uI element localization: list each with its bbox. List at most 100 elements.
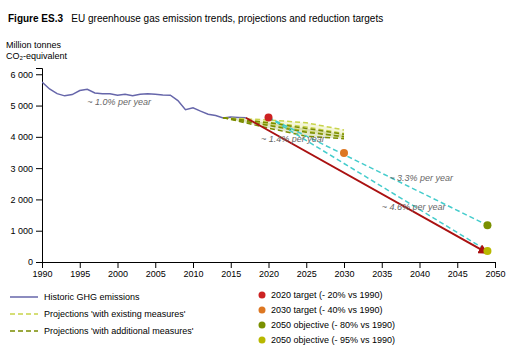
tick-label: 2000 xyxy=(108,269,128,279)
annotation: ~ 1.4% per year xyxy=(261,134,326,144)
y-axis-label: CO₂-equivalent xyxy=(6,51,68,61)
x-axis: 1990 1995 2000 2005 2010 2015 2020 2025 2030 2035… xyxy=(32,262,505,279)
tick-mark xyxy=(193,262,194,268)
point xyxy=(340,149,348,157)
annotation: ~ 1.0% per year xyxy=(87,97,152,107)
point xyxy=(483,247,491,255)
tick: 1 000 xyxy=(10,226,42,236)
tick-mark xyxy=(36,137,42,138)
y-axis: 0 1 000 2 000 3 000 4 000 5 000 6 000 xyxy=(10,69,42,268)
tick-mark xyxy=(495,262,496,268)
y-axis-label: Million tonnes xyxy=(6,40,62,50)
legend-item: 2050 objective (- 95% vs 1990) xyxy=(259,335,396,345)
tick: 2035 xyxy=(372,262,392,279)
arrow-line xyxy=(246,118,488,253)
tick-mark xyxy=(80,262,81,268)
legend-label: 2050 objective (- 95% vs 1990) xyxy=(271,335,395,345)
tick-label: 3 000 xyxy=(10,164,33,174)
legend-item: Historic GHG emissions xyxy=(10,292,140,302)
legend-swatch xyxy=(259,322,266,329)
tick-mark xyxy=(155,262,156,268)
tick: 6 000 xyxy=(10,70,42,80)
tick: 2030 xyxy=(334,262,354,279)
legend-label: 2050 objective (- 80% vs 1990) xyxy=(271,320,395,330)
tick-mark xyxy=(269,262,270,268)
tick: 2050 xyxy=(485,262,505,279)
tick-label: 5 000 xyxy=(10,101,33,111)
legend-item: Projections 'with additional measures' xyxy=(10,326,194,336)
tick: 2 000 xyxy=(10,195,42,205)
legend-item: 2030 target (- 40% vs 1990) xyxy=(259,305,383,315)
subtitle: EU greenhouse gas emission trends, proje… xyxy=(63,13,383,24)
tick-label: 2015 xyxy=(221,269,241,279)
annotation: ~ 3.3% per year xyxy=(389,173,454,183)
tick-label: 2010 xyxy=(183,269,203,279)
tick-mark xyxy=(36,199,42,200)
tick-label: 2030 xyxy=(334,269,354,279)
plot-area xyxy=(42,82,491,255)
chart: Figure ES.3 EU greenhouse gas emission t… xyxy=(0,0,509,350)
tick-label: 2025 xyxy=(297,269,317,279)
tick: 4 000 xyxy=(10,132,42,142)
tick: 2045 xyxy=(448,262,468,279)
legend-swatch xyxy=(259,307,266,314)
legend-swatch xyxy=(10,313,38,315)
legend-label: 2030 target (- 40% vs 1990) xyxy=(271,305,383,315)
legend-swatch xyxy=(259,337,266,344)
annotation: ~ 4.6% per year xyxy=(382,202,447,212)
annotations: ~ 1.0% per year ~ 1.4% per year ~ 3.3% per… xyxy=(87,97,454,212)
legend-label: Historic GHG emissions xyxy=(44,292,140,302)
tick-mark xyxy=(457,262,458,268)
legend-label: Projections 'with additional measures' xyxy=(44,326,194,336)
tick-mark xyxy=(382,262,383,268)
tick: 2005 xyxy=(146,262,166,279)
point xyxy=(265,113,273,121)
line xyxy=(42,82,246,118)
tick: 2015 xyxy=(221,262,241,279)
tick: 2010 xyxy=(183,262,203,279)
tick-mark xyxy=(344,262,345,268)
tick-label: 2040 xyxy=(410,269,430,279)
tick-mark xyxy=(36,74,42,75)
legend-swatch xyxy=(10,330,38,332)
title: Figure ES.3 xyxy=(8,13,63,24)
tick-label: 2005 xyxy=(146,269,166,279)
axis-line xyxy=(36,69,43,263)
legend-item: 2050 objective (- 80% vs 1990) xyxy=(259,320,396,330)
legend-label: 2020 target (- 20% vs 1990) xyxy=(271,290,383,300)
tick-label: 2 000 xyxy=(10,195,33,205)
tick-mark xyxy=(306,262,307,268)
legend: Historic GHG emissions Projections 'with … xyxy=(10,290,395,345)
tick: 2025 xyxy=(297,262,317,279)
legend-item: Projections 'with existing measures' xyxy=(10,309,186,319)
legend-swatch xyxy=(10,296,38,298)
axis-line xyxy=(43,263,496,269)
tick-mark xyxy=(36,168,42,169)
tick-label: 2020 xyxy=(259,269,279,279)
tick-mark xyxy=(36,262,42,263)
tick-mark xyxy=(420,262,421,268)
tick-label: 6 000 xyxy=(10,70,33,80)
tick-label: 1995 xyxy=(70,269,90,279)
legend-item: 2020 target (- 20% vs 1990) xyxy=(259,290,383,300)
tick-label: 2050 xyxy=(485,269,505,279)
tick: 0 xyxy=(28,257,42,267)
tick: 5 000 xyxy=(10,101,42,111)
tick-label: 1 000 xyxy=(10,226,33,236)
tick: 1995 xyxy=(70,262,90,279)
tick-label: 2035 xyxy=(372,269,392,279)
tick: 2020 xyxy=(259,262,279,279)
tick-mark xyxy=(36,231,42,232)
tick-mark xyxy=(118,262,119,268)
legend-swatch xyxy=(259,292,266,299)
point xyxy=(483,221,491,229)
legend-label: Projections 'with existing measures' xyxy=(44,309,186,319)
tick: 2040 xyxy=(410,262,430,279)
tick-label: 4 000 xyxy=(10,132,33,142)
tick-mark xyxy=(231,262,232,268)
tick-mark xyxy=(36,106,42,107)
tick: 1990 xyxy=(32,262,52,279)
tick-label: 0 xyxy=(28,257,33,267)
tick-label: 2045 xyxy=(448,269,468,279)
tick: 3 000 xyxy=(10,164,42,174)
